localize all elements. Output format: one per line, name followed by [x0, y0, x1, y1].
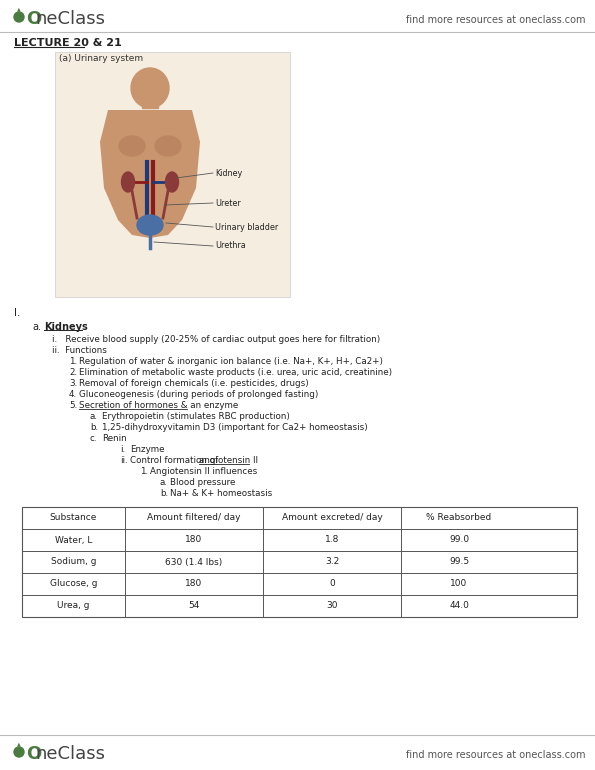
Text: Secretion of hormones & an enzyme: Secretion of hormones & an enzyme	[79, 401, 238, 410]
Text: i.   Receive blood supply (20-25% of cardiac output goes here for filtration): i. Receive blood supply (20-25% of cardi…	[52, 335, 380, 344]
Text: LECTURE 20 & 21: LECTURE 20 & 21	[14, 38, 122, 48]
Text: 99.5: 99.5	[449, 557, 469, 567]
Ellipse shape	[165, 172, 178, 192]
Bar	[142, 90, 158, 108]
Text: Elimination of metabolic waste products (i.e. urea, uric acid, creatinine): Elimination of metabolic waste products …	[79, 368, 392, 377]
Text: Removal of foreign chemicals (i.e. pesticides, drugs): Removal of foreign chemicals (i.e. pesti…	[79, 379, 309, 388]
Text: 1.: 1.	[69, 357, 77, 366]
Text: angiotensin II: angiotensin II	[199, 456, 258, 465]
Text: O: O	[26, 10, 41, 28]
Text: c.: c.	[90, 434, 98, 443]
Text: find more resources at oneclass.com: find more resources at oneclass.com	[406, 750, 585, 760]
Text: Regulation of water & inorganic ion balance (i.e. Na+, K+, H+, Ca2+): Regulation of water & inorganic ion bala…	[79, 357, 383, 366]
Text: Urea, g: Urea, g	[57, 601, 90, 611]
Text: Control formation of: Control formation of	[130, 456, 221, 465]
Text: 4.: 4.	[69, 390, 77, 399]
Text: Kidney: Kidney	[215, 169, 242, 178]
Text: ii.  Functions: ii. Functions	[52, 346, 107, 355]
Text: Urinary bladder: Urinary bladder	[215, 223, 278, 232]
Text: Water, L: Water, L	[55, 535, 92, 544]
Text: neClass: neClass	[35, 745, 105, 763]
Circle shape	[14, 12, 24, 22]
Text: i.: i.	[120, 445, 125, 454]
Text: b.: b.	[160, 489, 168, 498]
Bar	[22, 507, 577, 617]
Text: 1,25-dihydroxyvitamin D3 (important for Ca2+ homeostasis): 1,25-dihydroxyvitamin D3 (important for …	[102, 423, 368, 432]
Text: a.: a.	[160, 478, 168, 487]
FancyBboxPatch shape	[55, 52, 290, 297]
Text: 100: 100	[450, 580, 468, 588]
Text: Renin: Renin	[102, 434, 127, 443]
Text: (a) Urinary system: (a) Urinary system	[59, 54, 143, 63]
Ellipse shape	[131, 68, 169, 108]
Text: Erythropoietin (stimulates RBC production): Erythropoietin (stimulates RBC productio…	[102, 412, 290, 421]
Text: Na+ & K+ homeostasis: Na+ & K+ homeostasis	[170, 489, 273, 498]
Text: Urethra: Urethra	[215, 242, 246, 250]
Text: 630 (1.4 lbs): 630 (1.4 lbs)	[165, 557, 223, 567]
Text: Sodium, g: Sodium, g	[51, 557, 96, 567]
Text: Blood pressure: Blood pressure	[170, 478, 236, 487]
Text: neClass: neClass	[35, 10, 105, 28]
Text: 30: 30	[326, 601, 338, 611]
Text: Angiotensin II influences: Angiotensin II influences	[150, 467, 257, 476]
Ellipse shape	[137, 215, 163, 235]
Text: 99.0: 99.0	[449, 535, 469, 544]
Text: 54: 54	[188, 601, 200, 611]
Text: Enzyme: Enzyme	[130, 445, 164, 454]
Text: b.: b.	[90, 423, 98, 432]
Circle shape	[14, 747, 24, 757]
Ellipse shape	[155, 136, 181, 156]
Text: find more resources at oneclass.com: find more resources at oneclass.com	[406, 15, 585, 25]
Text: O: O	[26, 745, 41, 763]
Text: Ureter: Ureter	[215, 199, 241, 207]
Text: 1.: 1.	[140, 467, 148, 476]
Text: 44.0: 44.0	[449, 601, 469, 611]
Text: a.: a.	[90, 412, 98, 421]
Text: Gluconeogenesis (during periods of prolonged fasting): Gluconeogenesis (during periods of prolo…	[79, 390, 318, 399]
Text: 3.2: 3.2	[325, 557, 339, 567]
Text: 1.8: 1.8	[325, 535, 339, 544]
Text: Amount filtered/ day: Amount filtered/ day	[147, 514, 241, 523]
Text: ▲: ▲	[17, 6, 21, 11]
Ellipse shape	[119, 136, 145, 156]
Text: Glucose, g: Glucose, g	[50, 580, 97, 588]
Text: Amount excreted/ day: Amount excreted/ day	[281, 514, 383, 523]
Text: 0: 0	[329, 580, 335, 588]
Text: Kidneys: Kidneys	[44, 322, 87, 332]
Text: 180: 180	[186, 535, 203, 544]
Text: I.: I.	[14, 308, 20, 318]
Text: Substance: Substance	[50, 514, 97, 523]
Ellipse shape	[121, 172, 134, 192]
Text: ▲: ▲	[17, 741, 21, 746]
Text: 2.: 2.	[69, 368, 77, 377]
Text: 3.: 3.	[69, 379, 77, 388]
Polygon shape	[100, 110, 200, 238]
Text: a.: a.	[32, 322, 41, 332]
Text: 5.: 5.	[69, 401, 77, 410]
Text: ii.: ii.	[120, 456, 127, 465]
Text: 180: 180	[186, 580, 203, 588]
Text: % Reabsorbed: % Reabsorbed	[427, 514, 491, 523]
